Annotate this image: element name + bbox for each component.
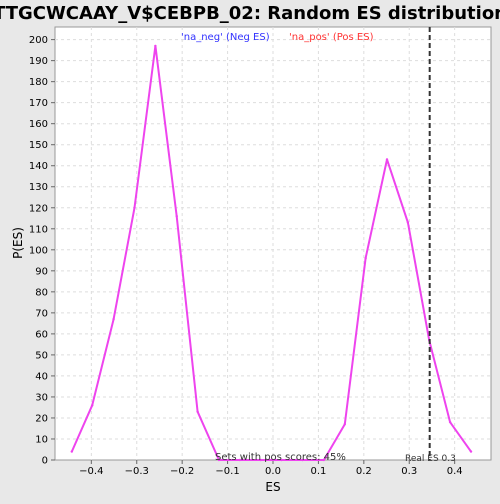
y-tick-label: 0 (42, 456, 48, 467)
y-tick-label: 40 (35, 371, 48, 382)
data-point (196, 410, 199, 413)
x-tick-label: 0.2 (356, 466, 372, 477)
y-axis-label: P(ES) (11, 227, 25, 259)
chart-title: TTGCWCAAY_V$CEBPB_02: Random ES distribu… (0, 3, 500, 24)
data-point (343, 423, 346, 426)
data-point (364, 257, 367, 260)
data-point (280, 458, 283, 462)
x-tick-label: 0.0 (265, 466, 281, 477)
data-point (469, 450, 473, 453)
data-point (91, 404, 94, 407)
pos-scores-annotation: Sets with pos scores: 45% (215, 452, 346, 463)
y-tick-label: 130 (29, 182, 48, 193)
y-tick-label: 70 (35, 308, 48, 319)
y-tick-label: 180 (29, 77, 48, 88)
legend-entry-neg: 'na_neg' (Neg ES) (181, 32, 270, 43)
axes: 0 10 20 30 40 50 60 70 80 90 100 110 120 130 140 150 160… (29, 35, 463, 477)
x-tick-label: 0.3 (401, 466, 417, 477)
y-tick-label: 160 (29, 119, 48, 130)
x-tick-label: −0.3 (125, 466, 149, 477)
series-layer (70, 27, 473, 462)
y-tick-label: 170 (29, 98, 48, 109)
y-tick-label: 30 (35, 392, 48, 403)
data-point (385, 158, 389, 161)
data-point (175, 214, 178, 218)
data-point (217, 458, 221, 462)
legend-entry-pos: 'na_pos' (Pos ES) (289, 32, 374, 43)
data-point (448, 420, 452, 424)
x-tick-label: −0.2 (170, 466, 194, 477)
x-axis-label: ES (265, 480, 280, 494)
y-tick-label: 100 (29, 245, 48, 256)
grid-lines (55, 27, 491, 460)
y-tick-label: 150 (29, 140, 48, 151)
y-tick-label: 90 (35, 266, 48, 277)
data-point (112, 317, 115, 321)
data-point (301, 458, 304, 462)
x-tick-label: 0.1 (310, 466, 326, 477)
y-tick-label: 120 (29, 203, 48, 214)
y-tick-label: 20 (35, 413, 48, 424)
x-tick-label: −0.1 (215, 466, 239, 477)
data-point (322, 458, 326, 462)
y-tick-label: 80 (35, 287, 48, 298)
x-tick-label: 0.4 (447, 466, 463, 477)
y-tick-label: 10 (35, 434, 48, 445)
data-point (406, 221, 410, 224)
y-tick-label: 190 (29, 56, 48, 67)
y-tick-label: 200 (29, 35, 48, 46)
real-es-annotation: Real ES 0.3 (405, 454, 456, 464)
data-point (154, 44, 157, 48)
y-tick-label: 50 (35, 350, 48, 361)
y-tick-label: 110 (29, 224, 48, 235)
data-point (238, 458, 242, 462)
data-point (259, 458, 262, 462)
es-distribution-line (70, 44, 472, 461)
data-point (70, 450, 74, 453)
data-point (133, 206, 136, 209)
x-tick-label: −0.4 (79, 466, 103, 477)
y-tick-label: 140 (29, 161, 48, 172)
y-tick-label: 60 (35, 329, 48, 340)
